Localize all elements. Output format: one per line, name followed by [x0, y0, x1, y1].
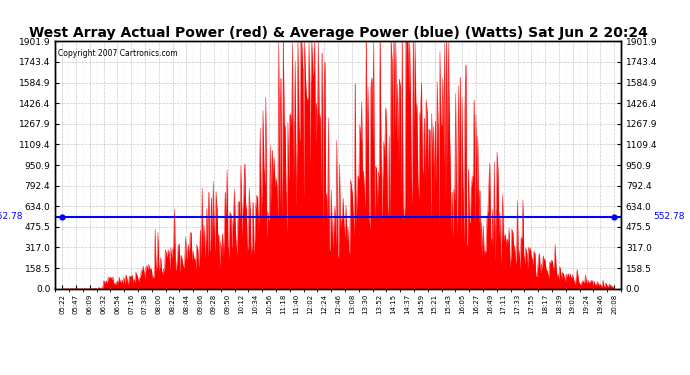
Text: 552.78: 552.78	[653, 212, 684, 221]
Title: West Array Actual Power (red) & Average Power (blue) (Watts) Sat Jun 2 20:24: West Array Actual Power (red) & Average …	[29, 26, 647, 40]
Text: Copyright 2007 Cartronics.com: Copyright 2007 Cartronics.com	[58, 49, 177, 58]
Text: 552.78: 552.78	[0, 212, 23, 221]
